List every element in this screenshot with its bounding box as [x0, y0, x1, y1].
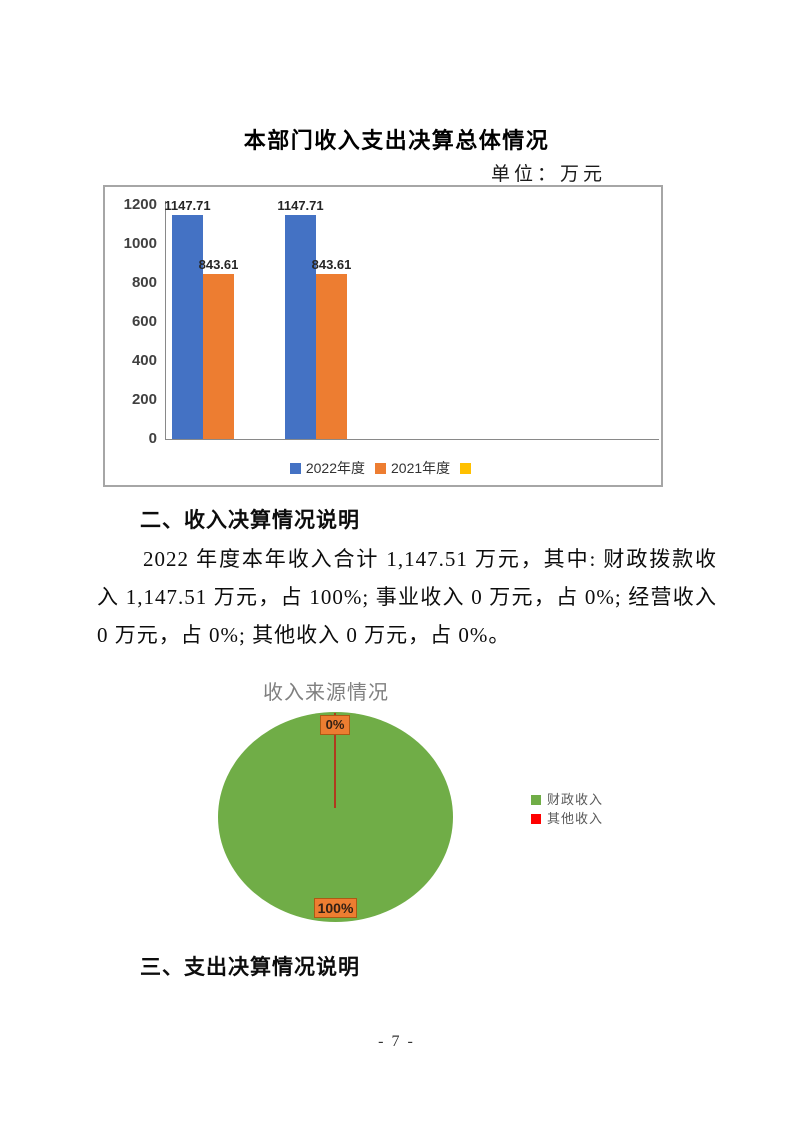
- legend-label: 2022年度: [305, 460, 365, 476]
- pie-legend-swatch: [531, 795, 541, 805]
- bar-series-1-group-1: [316, 274, 347, 439]
- y-axis-line: [165, 201, 166, 439]
- section-heading-income: 二、收入决算情况说明: [140, 509, 360, 532]
- pie-data-label-zero: 0%: [320, 715, 350, 735]
- bar-series-0-group-0: [172, 215, 203, 439]
- x-axis-line: [165, 439, 659, 440]
- y-axis-tick-label: 200: [131, 391, 157, 408]
- pie-slice-other-income: [334, 713, 336, 808]
- bar-series-1-group-0: [203, 274, 234, 439]
- section-heading-expense: 三、支出决算情况说明: [140, 956, 360, 979]
- pie-chart-legend: 财政收入 其他收入: [531, 793, 603, 831]
- pie-legend-item: 其他收入: [531, 812, 603, 826]
- bar-chart: 0 200 400 600 800 1000 1200 1147.71 1147.71 843.6…: [103, 185, 663, 487]
- legend-swatch: [460, 462, 472, 474]
- legend-label: 2021年度: [391, 460, 451, 476]
- pie-chart-title: 收入来源情况: [263, 682, 389, 704]
- y-axis-tick-label: 800: [131, 274, 157, 291]
- bar-chart-title: 本部门收入支出决算总体情况: [243, 128, 550, 153]
- page-number: - 7 -: [378, 1033, 415, 1050]
- paragraph-line: 0 万元，占 0%; 其他收入 0 万元，占 0%。: [97, 623, 511, 647]
- pie-data-label-hundred: 100%: [314, 898, 357, 918]
- paragraph-line: 2022 年度本年收入合计 1,147.51 万元，其中: 财政拨款收: [143, 547, 717, 571]
- bar-data-label: 843.61: [198, 257, 239, 273]
- legend-item: 2021年度: [375, 461, 450, 475]
- y-axis-tick-label: 1000: [123, 235, 157, 252]
- y-axis-tick-label: 1200: [123, 196, 157, 213]
- y-axis-tick-label: 600: [131, 313, 157, 330]
- y-axis-tick-label: 400: [131, 352, 157, 369]
- bar-data-label: 1147.71: [164, 198, 211, 214]
- unit-label: 单位：万元: [491, 164, 607, 185]
- bar-data-label: 1147.71: [277, 198, 324, 214]
- pie-legend-label: 其他收入: [547, 811, 604, 826]
- income-paragraph: 2022 年度本年收入合计 1,147.51 万元，其中: 财政拨款收 入 1,…: [97, 540, 717, 654]
- bar-series-0-group-1: [285, 215, 316, 439]
- pie-legend-label: 财政收入: [547, 792, 604, 807]
- bar-data-label: 843.61: [311, 257, 352, 273]
- legend-swatch: [289, 462, 301, 474]
- paragraph-line: 入 1,147.51 万元，占 100%; 事业收入 0 万元，占 0%; 经营…: [97, 585, 717, 609]
- pie-legend-swatch: [531, 814, 541, 824]
- legend-item: 2022年度: [289, 460, 365, 476]
- bar-chart-legend: 2022年度 2021年度: [105, 461, 661, 475]
- legend-item: [460, 462, 476, 474]
- pie-legend-item: 财政收入: [531, 793, 603, 807]
- y-axis-tick-label: 0: [148, 430, 157, 447]
- legend-swatch: [375, 462, 386, 474]
